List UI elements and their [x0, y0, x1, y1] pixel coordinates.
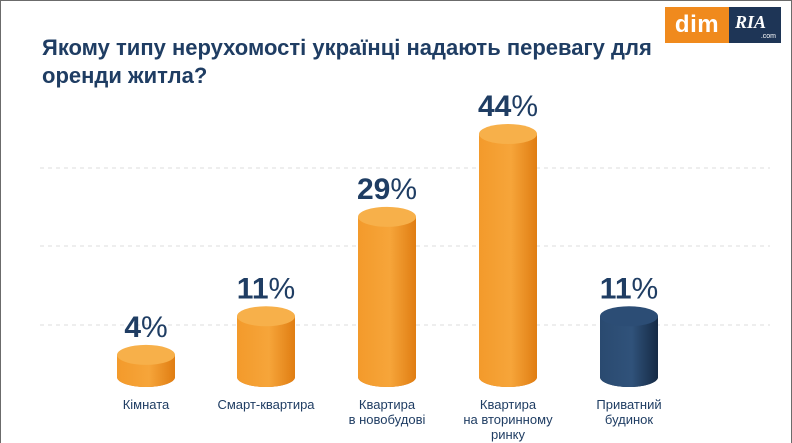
bar-base-front — [600, 377, 658, 387]
bar-base-front — [358, 377, 416, 387]
bar-4 — [600, 306, 658, 387]
bar-3 — [479, 124, 537, 387]
bar-base-front — [117, 377, 175, 387]
bar-base-front — [237, 377, 295, 387]
bar-body — [358, 216, 416, 377]
value-label: 44% — [478, 90, 538, 123]
bar-0 — [117, 344, 175, 387]
bar-top — [358, 206, 416, 227]
bar-body — [600, 316, 658, 377]
bar-body — [237, 316, 295, 377]
value-label: 4% — [124, 311, 167, 344]
bar-top — [479, 124, 537, 144]
bar-2 — [358, 206, 416, 387]
bar-1 — [237, 306, 295, 387]
category-label: Квартира на вторинному ринку — [463, 397, 553, 442]
bar-top — [117, 344, 175, 365]
category-label: Смарт-квартира — [217, 397, 315, 412]
bar-body — [479, 134, 537, 377]
logo-dim: dim — [665, 7, 729, 43]
logo-ria-domain: .com — [760, 33, 776, 40]
value-label: 11% — [600, 272, 658, 305]
category-label: Квартира в новобудові — [349, 397, 426, 427]
bar-base-front — [479, 377, 537, 387]
dimria-logo[interactable]: dim RIA .com — [665, 7, 781, 43]
category-label: Приватний будинок — [596, 397, 661, 427]
category-label: Кімната — [123, 397, 170, 412]
logo-ria-text: RIA — [735, 12, 767, 32]
chart-title: Якому типу нерухомості українці надають … — [42, 35, 652, 88]
value-label: 29% — [357, 173, 417, 206]
bar-top — [600, 306, 658, 327]
value-label: 11% — [237, 272, 295, 305]
logo-ria: RIA .com — [729, 7, 781, 43]
bar-top — [237, 306, 295, 327]
